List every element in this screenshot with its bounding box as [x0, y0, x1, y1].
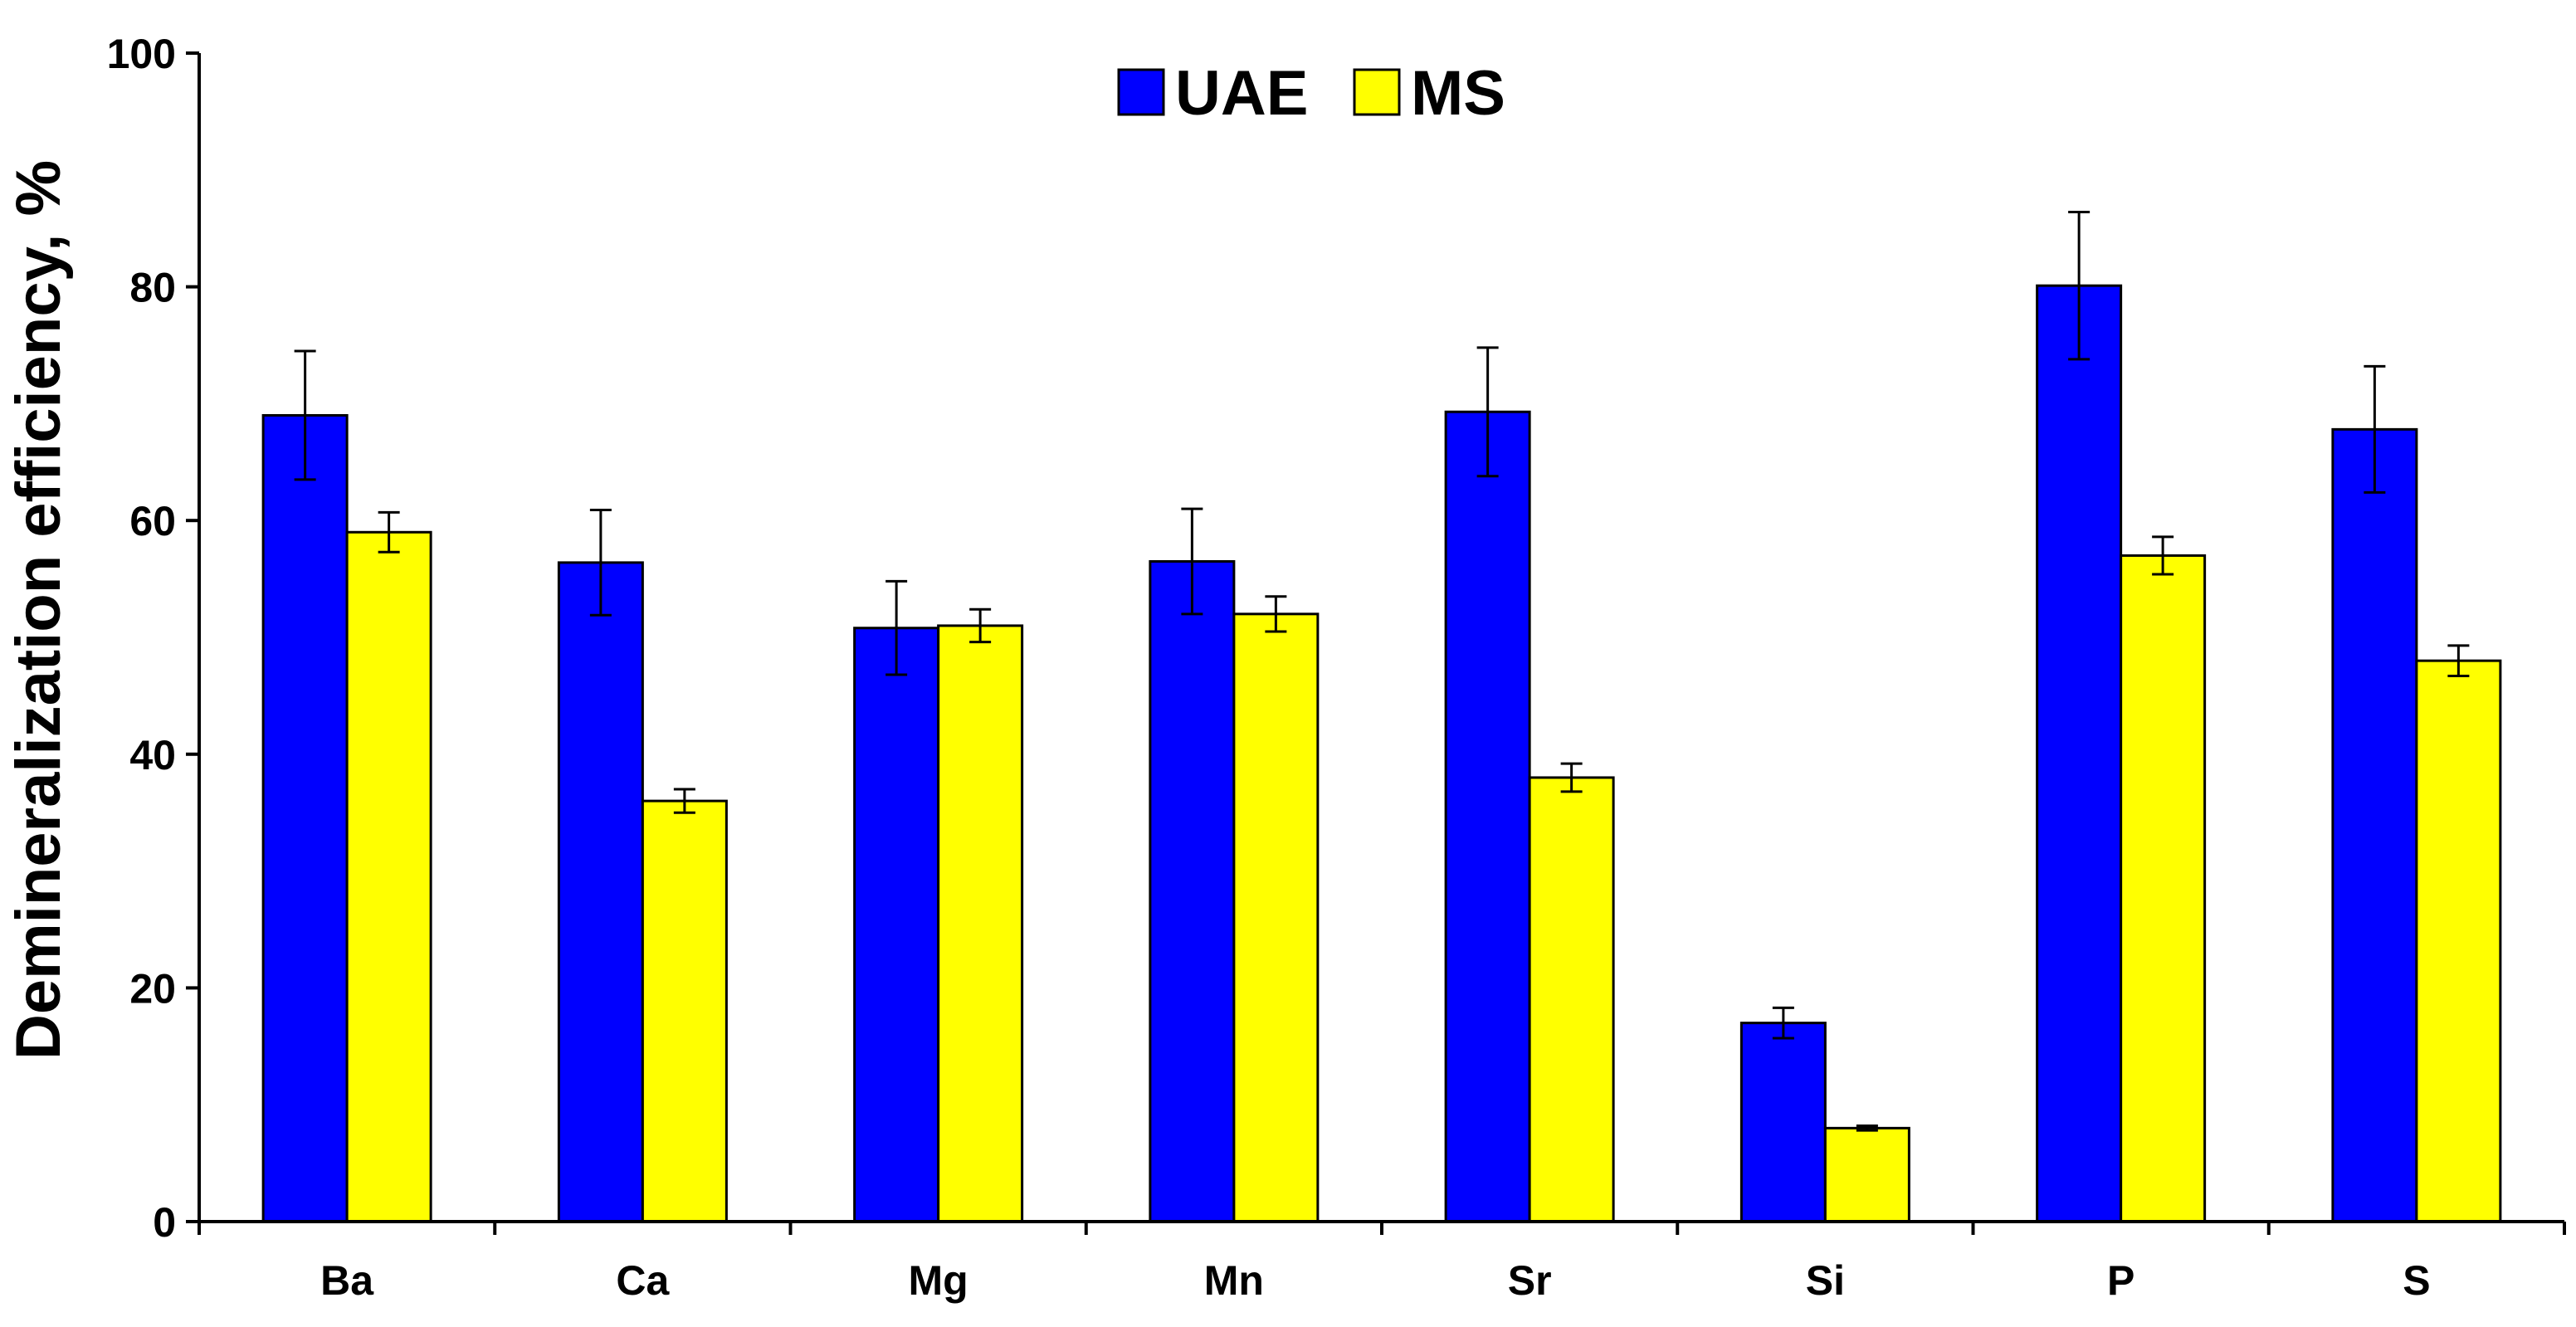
x-category-label-p: P — [2107, 1257, 2134, 1304]
x-category-label-mn: Mn — [1204, 1257, 1264, 1304]
error-bar-uae-ca — [589, 509, 612, 617]
error-bar-uae-si — [1772, 1006, 1794, 1040]
error-bar-uae-p — [2068, 210, 2091, 361]
y-tick-label-80: 80 — [129, 265, 176, 311]
bars-group — [261, 284, 2502, 1223]
x-category-label-ba: Ba — [320, 1257, 374, 1304]
bar-ms-p — [2120, 554, 2207, 1223]
error-bar-ms-ca — [673, 788, 695, 814]
error-bar-ms-p — [2152, 535, 2174, 576]
x-category-label-s: S — [2403, 1257, 2430, 1304]
error-bar-uae-sr — [1476, 346, 1499, 478]
bar-uae-sr — [1444, 410, 1531, 1223]
bar-uae-s — [2331, 427, 2418, 1223]
legend: UAE MS — [1117, 58, 1505, 129]
bar-uae-si — [1739, 1022, 1827, 1223]
x-categories-group: Ba Ca Mg Mn Sr Si P S — [320, 1257, 2430, 1304]
bar-ms-mn — [1232, 612, 1320, 1223]
axes-group — [198, 53, 2566, 1235]
x-category-label-si: Si — [1806, 1257, 1845, 1304]
bar-ms-sr — [1528, 776, 1615, 1223]
error-bar-uae-mg — [886, 579, 908, 676]
y-tick-label-0: 0 — [153, 1199, 176, 1246]
error-bar-ms-sr — [1560, 762, 1583, 793]
bar-ms-si — [1823, 1126, 1910, 1223]
bar-uae-mn — [1149, 559, 1236, 1223]
bar-ms-ba — [345, 530, 432, 1223]
legend-swatch-ms — [1353, 68, 1401, 116]
x-category-label-mg: Mg — [909, 1257, 968, 1304]
y-axis-label: Demineralization efficiency, % — [3, 160, 74, 1060]
error-bar-ms-mg — [969, 607, 992, 644]
error-bar-uae-ba — [294, 349, 316, 481]
y-tick-label-20: 20 — [129, 965, 176, 1012]
legend-label-uae: UAE — [1175, 58, 1308, 129]
x-category-label-ca: Ca — [616, 1257, 670, 1304]
error-bar-uae-mn — [1181, 507, 1203, 616]
error-bars-group — [294, 210, 2470, 1132]
bar-ms-s — [2415, 659, 2502, 1223]
legend-label-ms: MS — [1411, 58, 1505, 129]
y-tick-label-40: 40 — [129, 732, 176, 778]
bar-uae-ca — [557, 561, 644, 1223]
error-bar-ms-mn — [1265, 595, 1287, 633]
error-bar-ms-s — [2447, 644, 2470, 677]
bar-uae-ba — [261, 413, 349, 1223]
error-bar-ms-ba — [378, 510, 400, 554]
error-bar-ms-si — [1856, 1125, 1878, 1132]
error-bar-uae-s — [2364, 364, 2386, 494]
bar-ms-mg — [937, 624, 1024, 1223]
bar-ms-ca — [641, 799, 728, 1223]
bar-uae-p — [2036, 284, 2123, 1223]
bar-uae-mg — [853, 627, 940, 1223]
y-tick-label-60: 60 — [129, 498, 176, 544]
legend-swatch-uae — [1117, 68, 1165, 116]
x-category-label-sr: Sr — [1508, 1257, 1552, 1304]
y-tick-label-100: 100 — [107, 31, 176, 77]
y-ticks-group: 0 20 40 60 80 100 — [107, 31, 199, 1246]
